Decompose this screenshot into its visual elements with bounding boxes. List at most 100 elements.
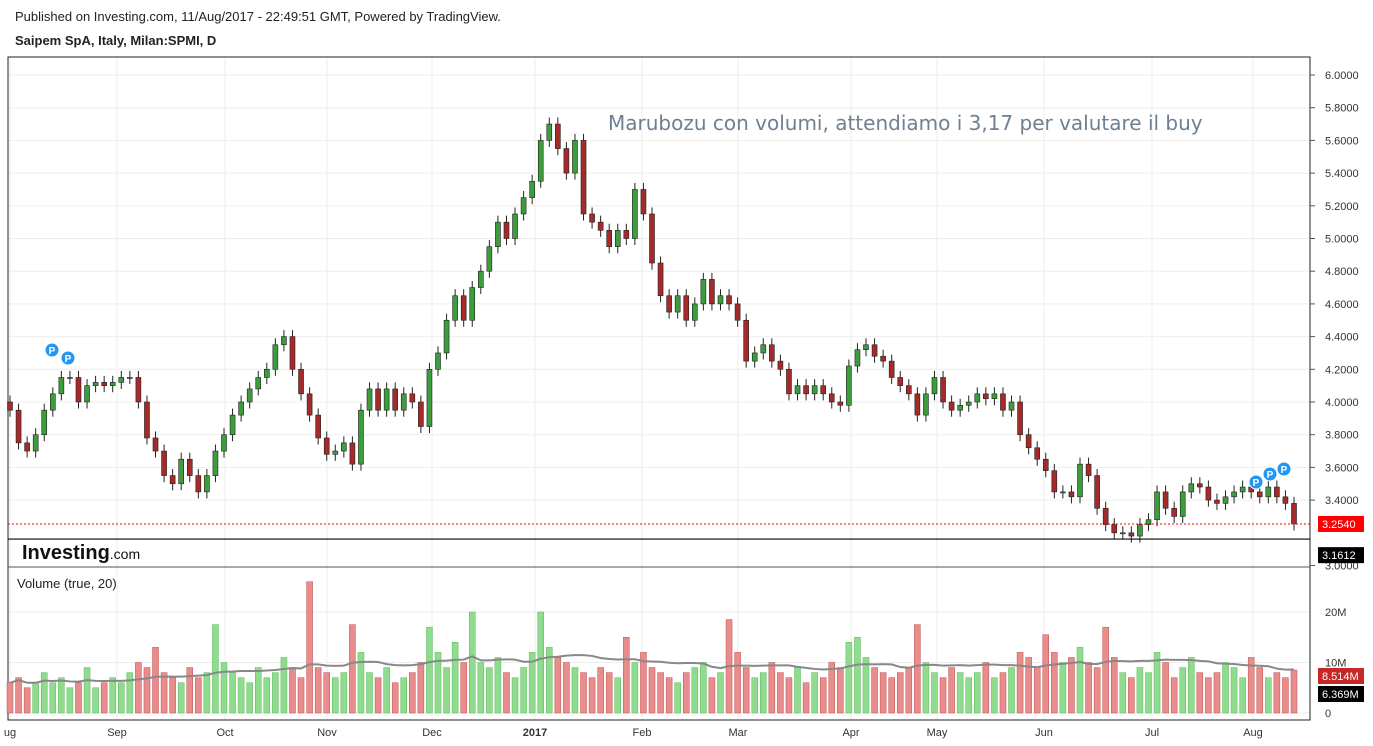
candle [1197,483,1203,488]
candle [837,401,844,406]
volume-bar [674,682,681,714]
candle [460,295,467,321]
candle [717,295,724,305]
candle [109,382,116,386]
candle [169,475,176,485]
volume-bar [948,667,955,714]
volume-bar [391,682,399,714]
trade-marker[interactable]: P [60,350,76,366]
volume-bar [374,677,382,714]
volume-bar [546,647,553,714]
x-tick-label: Aug [1243,727,1263,739]
candle [383,388,390,411]
last-volume-badge-bg [1318,668,1364,684]
volume-bar [965,677,972,714]
candle [1222,496,1229,504]
volume-bar [956,672,964,714]
candle [1017,401,1023,436]
candle [1077,463,1083,498]
candle [1042,458,1049,471]
candle [820,385,827,395]
volume-bar [254,667,262,714]
marker-circle [1276,461,1292,477]
candle [15,409,22,444]
volume-bar [186,667,194,714]
candle [1291,503,1297,525]
chart-annotation[interactable]: Marubozu con volumi, attendiamo i 3,17 p… [608,111,1203,135]
candle [58,377,65,395]
volume-bar [237,677,245,714]
candle [1111,524,1118,534]
volume-bar [1025,657,1032,714]
volume-bar [229,672,236,714]
volume-bar [682,672,690,714]
volume-bar [571,667,579,714]
trade-marker[interactable]: P [1276,461,1292,477]
candle [1265,486,1272,498]
marker-label: P [49,346,56,357]
volume-bar [1093,667,1101,714]
candle [1060,491,1066,494]
volume-bar [400,677,408,714]
volume-bar [297,677,305,714]
candle [546,123,553,141]
marker-label: P [1253,478,1260,489]
volume-ma-badge: 6.369M [1322,689,1359,701]
volume-bar [1008,667,1015,714]
volume-bar [691,667,699,714]
volume-bar [1128,677,1135,714]
candle [512,213,518,239]
candle [101,382,107,386]
volume-bar [246,682,253,714]
volume-bar [340,672,348,714]
trade-marker[interactable]: P [1262,466,1278,482]
x-tick-label: ug [4,727,16,739]
candle [195,475,202,493]
volume-bar [503,672,510,714]
candle [683,295,690,321]
volume-bar [486,667,493,714]
volume-bar [511,677,519,714]
volume-bar [426,626,433,714]
candle [32,434,39,452]
candle [298,368,304,395]
volume-bar [785,677,793,714]
candle [897,377,904,386]
volume-bar [272,672,279,714]
volume-bar [75,682,82,714]
candle [709,279,715,305]
candle [1137,524,1143,537]
candle [614,230,621,247]
candle [965,401,972,406]
trade-marker[interactable]: P [1248,474,1264,490]
volume-bar [451,642,459,714]
marker-label: P [65,354,72,365]
candle [221,434,227,452]
candle [452,295,458,321]
candle [854,349,861,367]
volume-bar [1230,667,1238,714]
level-badge: 3.1612 [1322,550,1356,562]
volume-bar [768,662,776,714]
candle [366,388,373,411]
marker-circle [44,342,60,358]
volume-bar [614,677,622,714]
volume-bar [118,682,125,714]
candle [1034,447,1040,460]
volume-bar [32,682,39,714]
volume-bar [648,667,656,714]
y-tick-label: 3.8000 [1325,430,1359,442]
volume-bar [434,652,442,714]
volume-bar [734,652,741,714]
volume-bar [289,667,296,714]
candle [572,140,578,174]
trade-marker[interactable]: P [44,342,60,358]
candle [606,230,613,247]
volume-bar [15,677,22,714]
volume-bar [1042,634,1050,714]
volume-bar [708,677,716,714]
volume-bar [554,657,562,714]
volume-bar [760,672,767,714]
candle [923,393,929,416]
